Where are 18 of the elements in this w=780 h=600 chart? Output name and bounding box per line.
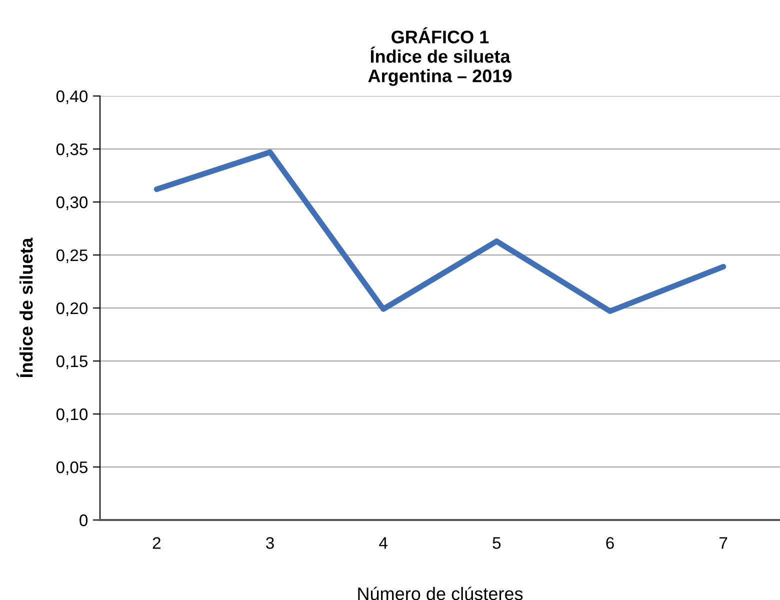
y-tick-label: 0,25 [56, 249, 88, 264]
y-tick-label: 0,05 [56, 461, 88, 476]
x-axis-title: Número de clústeres [358, 586, 523, 600]
y-axis-title: Índice de silueta [16, 238, 33, 378]
x-tick-label: 2 [152, 537, 160, 549]
y-tick-label: 0,20 [56, 302, 88, 316]
y-tick-label: 0,40 [56, 90, 88, 104]
chart-title: GRÁFICO 1 Índice de silueta Argentina – 2019 [368, 27, 512, 86]
y-tick-label: 0,10 [56, 408, 88, 422]
x-tick-label: 6 [606, 537, 614, 549]
x-tick-label: 5 [492, 537, 501, 549]
y-tick-label: 0,15 [56, 355, 88, 370]
x-tick-label: 3 [266, 537, 274, 549]
x-tick-label: 4 [379, 537, 388, 549]
x-tick-label: 7 [720, 537, 728, 549]
y-tick-label: 0,30 [56, 196, 88, 210]
y-tick-label: 0,35 [56, 143, 88, 158]
y-tick-label: 0 [80, 514, 88, 526]
